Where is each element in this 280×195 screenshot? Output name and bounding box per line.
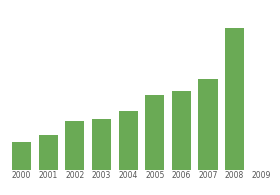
- Bar: [92, 119, 111, 170]
- Bar: [65, 121, 84, 170]
- Bar: [12, 142, 31, 170]
- Bar: [39, 135, 58, 170]
- Bar: [118, 111, 138, 170]
- Bar: [199, 79, 218, 170]
- Bar: [172, 91, 191, 170]
- Bar: [225, 28, 244, 170]
- Bar: [145, 95, 164, 170]
